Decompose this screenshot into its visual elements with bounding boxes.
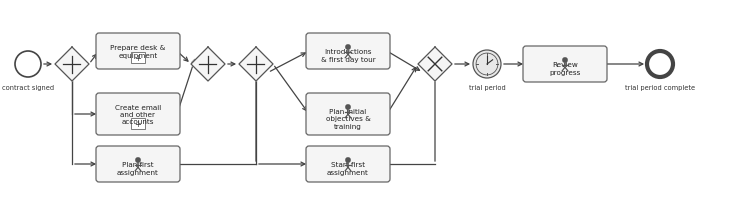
Circle shape [346, 45, 351, 51]
Circle shape [136, 157, 141, 163]
Circle shape [647, 52, 673, 78]
Circle shape [476, 54, 498, 75]
Text: Plan initial
objectives &
training: Plan initial objectives & training [326, 108, 370, 129]
Polygon shape [191, 48, 225, 82]
Circle shape [346, 157, 351, 163]
FancyBboxPatch shape [96, 94, 180, 135]
Text: Review
progress: Review progress [550, 62, 581, 75]
Text: Prepare desk &
equipment: Prepare desk & equipment [110, 45, 165, 59]
Text: trial period complete: trial period complete [625, 85, 695, 91]
FancyBboxPatch shape [306, 34, 390, 70]
Text: Create email
and other
accounts: Create email and other accounts [115, 104, 161, 125]
Text: trial period: trial period [469, 85, 505, 91]
Bar [131, 53, 145, 64]
Circle shape [346, 105, 351, 110]
Polygon shape [418, 48, 452, 82]
Circle shape [15, 52, 41, 78]
FancyBboxPatch shape [306, 146, 390, 182]
Bar [131, 118, 145, 129]
FancyBboxPatch shape [96, 146, 180, 182]
Text: Start first
assignment: Start first assignment [327, 161, 369, 175]
Polygon shape [239, 48, 273, 82]
Text: Plan first
assignment: Plan first assignment [117, 161, 159, 175]
FancyBboxPatch shape [523, 47, 607, 83]
Text: +: + [135, 54, 141, 63]
Text: Introductions
& first day tour: Introductions & first day tour [321, 49, 375, 62]
Text: contract signed: contract signed [2, 85, 54, 91]
Circle shape [473, 51, 501, 79]
FancyBboxPatch shape [306, 94, 390, 135]
Circle shape [562, 58, 568, 63]
Text: +: + [135, 119, 141, 128]
FancyBboxPatch shape [96, 34, 180, 70]
Polygon shape [55, 48, 89, 82]
